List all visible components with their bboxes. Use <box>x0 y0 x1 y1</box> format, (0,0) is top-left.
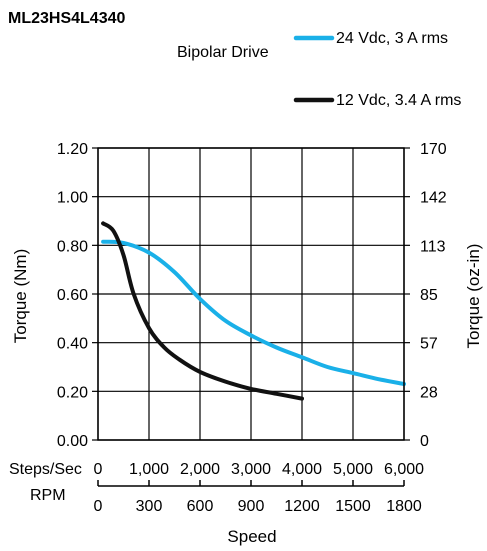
series-line-0 <box>101 239 406 386</box>
y-tick-label-0: 0.00 <box>57 433 88 450</box>
rpm-tick-label-2: 600 <box>187 498 214 515</box>
series-line-1 <box>101 221 304 401</box>
x-tick-label-3: 3,000 <box>231 461 271 478</box>
axes: 0.00 0 0.20 28 0.40 57 0.60 85 0.80 113 1.00 142 1.2… <box>57 141 447 515</box>
y2-tick-label-2: 57 <box>420 336 438 353</box>
y-tick-label-2: 0.40 <box>57 336 88 353</box>
chart-subtitle: Bipolar Drive <box>177 44 269 61</box>
rpm-tick-label-3: 900 <box>238 498 265 515</box>
legend-label-0: 24 Vdc, 3 A rms <box>336 30 448 47</box>
x-axis-title-steps: Steps/Sec <box>9 461 82 478</box>
y-tick-label-1: 0.20 <box>57 384 88 401</box>
series-layer <box>101 221 406 401</box>
rpm-tick-label-5: 1500 <box>335 498 371 515</box>
y-tick-label-6: 1.20 <box>57 141 88 158</box>
plot-frame <box>97 147 405 441</box>
x-tick-label-6: 6,000 <box>384 461 424 478</box>
x-tick-label-1: 1,000 <box>129 461 169 478</box>
y-tick-label-4: 0.80 <box>57 238 88 255</box>
x-axis-label: Speed <box>227 527 276 546</box>
rpm-tick-label-6: 1800 <box>386 498 422 515</box>
y2-tick-label-3: 85 <box>420 287 438 304</box>
x-axis-title-rpm: RPM <box>30 487 66 504</box>
y2-tick-label-1: 28 <box>420 384 438 401</box>
x-tick-label-5: 5,000 <box>333 461 373 478</box>
x-tick-label-0: 0 <box>94 461 103 478</box>
y2-axis-label: Torque (oz-in) <box>464 244 483 349</box>
y2-tick-label-6: 170 <box>420 141 447 158</box>
rpm-tick-label-4: 1200 <box>284 498 320 515</box>
legend-label-1: 12 Vdc, 3.4 A rms <box>336 92 461 109</box>
y-axis-label: Torque (Nm) <box>11 249 30 343</box>
legend: 24 Vdc, 3 A rms 12 Vdc, 3.4 A rms <box>293 30 461 109</box>
y2-tick-label-0: 0 <box>420 433 429 450</box>
y2-tick-label-5: 142 <box>420 190 447 207</box>
x-tick-label-4: 4,000 <box>282 461 322 478</box>
grid <box>97 147 405 441</box>
y-tick-label-3: 0.60 <box>57 287 88 304</box>
rpm-tick-label-1: 300 <box>136 498 163 515</box>
y2-tick-label-4: 113 <box>420 238 446 255</box>
rpm-tick-label-0: 0 <box>94 498 103 515</box>
x-tick-label-2: 2,000 <box>180 461 220 478</box>
chart-title: ML23HS4L4340 <box>8 10 125 27</box>
y-tick-label-5: 1.00 <box>57 190 88 207</box>
